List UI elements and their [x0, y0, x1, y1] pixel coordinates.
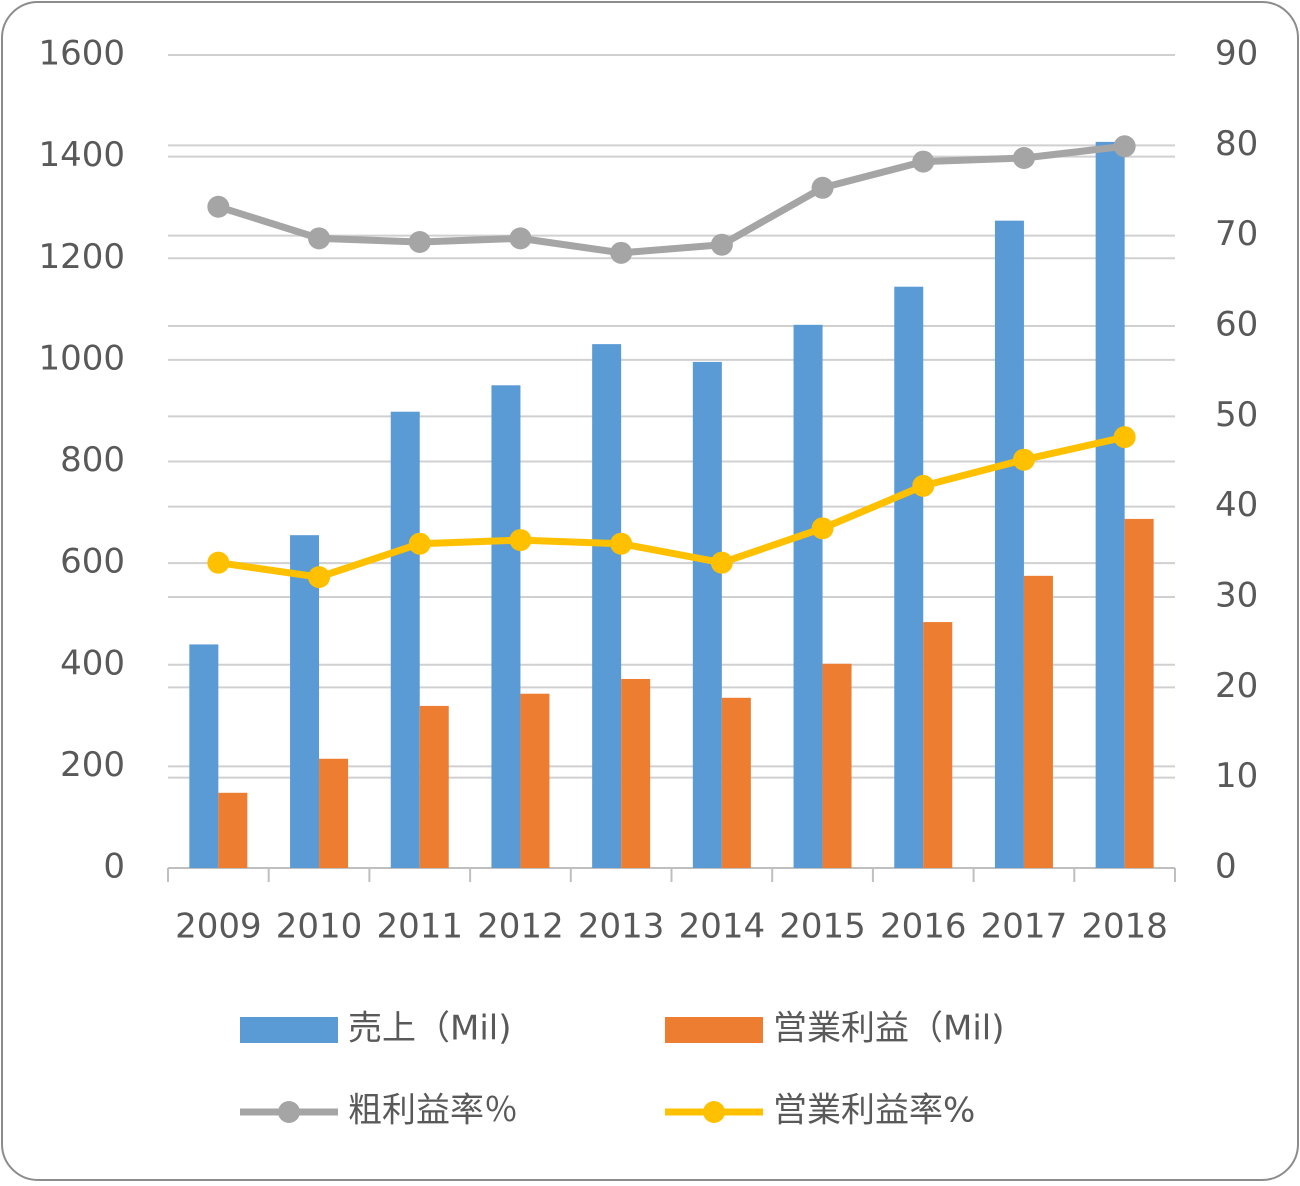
x-tick-label: 2011 [376, 907, 463, 947]
bar [592, 344, 622, 868]
bar [1124, 518, 1154, 868]
marker [509, 529, 532, 552]
x-tick-label: 2012 [477, 907, 564, 947]
line [217, 142, 1126, 257]
marker [207, 195, 230, 218]
bar [621, 678, 651, 868]
bar [319, 758, 349, 868]
y-tick-label: 1000 [38, 338, 125, 378]
marker [710, 233, 733, 256]
y-tick-label: 0 [103, 847, 125, 887]
y-tick-label: 1600 [38, 34, 125, 74]
legend-swatch [665, 1017, 763, 1043]
bar [390, 411, 420, 868]
legend-label: 粗利益率％ [348, 1091, 518, 1131]
bar [793, 324, 823, 869]
x-tick-label: 2009 [175, 907, 262, 947]
y2-tick-label: 10 [1215, 756, 1258, 796]
marker [1012, 448, 1035, 471]
x-tick-label: 2013 [578, 907, 665, 947]
marker [912, 474, 935, 497]
bar [1095, 141, 1125, 868]
marker [308, 227, 331, 250]
y2-tick-label: 30 [1215, 576, 1258, 616]
legend-swatch [240, 1017, 338, 1043]
y-tick-label: 1200 [38, 237, 125, 277]
y-tick-label: 600 [60, 542, 125, 582]
x-tick-label: 2015 [779, 907, 866, 947]
marker [610, 241, 633, 264]
bar [520, 693, 550, 868]
x-tick-label: 2016 [880, 907, 967, 947]
marker [710, 551, 733, 574]
y2-tick-label: 70 [1215, 214, 1258, 254]
bar [290, 535, 320, 868]
y2-tick-label: 80 [1215, 124, 1258, 164]
bar [894, 286, 924, 869]
legend-swatch [703, 1101, 725, 1123]
y2-tick-label: 90 [1215, 34, 1258, 74]
marker [1113, 426, 1136, 449]
bar [1023, 575, 1053, 868]
marker [408, 532, 431, 555]
y2-tick-label: 40 [1215, 485, 1258, 525]
marker [509, 227, 532, 250]
bar [923, 622, 953, 868]
bar [822, 663, 852, 868]
legend-label: 営業利益率% [773, 1091, 975, 1131]
y-tick-label: 1400 [38, 135, 125, 175]
y2-tick-label: 20 [1215, 666, 1258, 706]
bar [218, 792, 248, 868]
bar [692, 361, 722, 868]
bar [491, 385, 521, 868]
marker [912, 150, 935, 173]
y-tick-label: 400 [60, 643, 125, 683]
marker [811, 176, 834, 199]
x-tick-label: 2014 [679, 907, 766, 947]
marker [207, 551, 230, 574]
marker [308, 566, 331, 589]
bar [994, 220, 1024, 868]
legend-label: 営業利益（Mil) [773, 1009, 1005, 1049]
bar [721, 697, 751, 868]
y2-tick-label: 0 [1215, 847, 1237, 887]
legend-label: 売上（Mil) [348, 1009, 512, 1049]
y2-tick-label: 50 [1215, 395, 1258, 435]
line [217, 433, 1126, 581]
marker [1012, 146, 1035, 169]
marker [408, 230, 431, 253]
x-tick-label: 2010 [276, 907, 363, 947]
bar [189, 644, 219, 868]
legend-swatch [278, 1101, 300, 1123]
y-tick-label: 200 [60, 745, 125, 785]
marker [610, 532, 633, 555]
y-tick-label: 800 [60, 440, 125, 480]
y2-tick-label: 60 [1215, 305, 1258, 345]
marker [1113, 135, 1136, 158]
x-tick-label: 2017 [981, 907, 1068, 947]
x-tick-label: 2018 [1081, 907, 1168, 947]
marker [811, 517, 834, 540]
bar [419, 705, 449, 868]
